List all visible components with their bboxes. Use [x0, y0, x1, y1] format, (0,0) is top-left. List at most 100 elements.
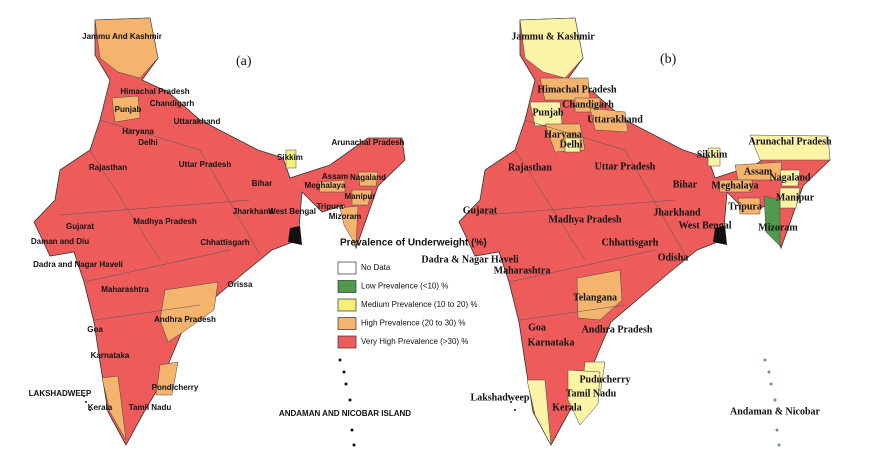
state-label: Gujarat: [463, 205, 498, 216]
state-label: Jammu & Kashmir: [511, 31, 595, 42]
state-label: Jharkhand: [653, 207, 701, 218]
state-label: Bihar: [673, 179, 698, 190]
state-label: Pondicherry: [152, 383, 199, 392]
state-label: Daman and Diu: [31, 237, 89, 246]
island: [342, 370, 346, 374]
state-label: Dadra and Nagar Haveli: [33, 260, 123, 269]
state-label: Karnataka: [91, 351, 130, 360]
state-label: Uttarakhand: [174, 117, 221, 126]
state-border: [508, 249, 656, 283]
state-label: Odisha: [658, 252, 689, 263]
state-label: Manipur: [344, 192, 375, 201]
island: [83, 395, 85, 397]
state-label: Meghalaya: [305, 181, 346, 190]
state-label: Lakshadweep: [471, 392, 530, 403]
state-region: [111, 95, 141, 123]
island: [777, 443, 781, 447]
island: [769, 382, 773, 386]
state-label: Haryana: [122, 127, 154, 136]
state-region: [737, 197, 761, 215]
state-label: Delhi: [138, 138, 158, 147]
state-label: Uttarakhand: [587, 114, 643, 125]
island: [767, 370, 771, 374]
legend-label: High Prevalence (20 to 30) %: [361, 319, 466, 328]
state-label: Punjab: [532, 107, 564, 118]
legend-label: Very High Prevalence (>30) %: [361, 337, 468, 346]
state-label: Chhattisgarh: [602, 237, 659, 248]
india-outline: [33, 17, 406, 446]
legend-swatch: [337, 298, 357, 312]
state-label: Madhya Pradesh: [133, 217, 197, 226]
state-label: Chhattisgarh: [200, 238, 249, 247]
island: [352, 443, 356, 447]
state-label: Chandigarh: [150, 99, 195, 108]
state-region: [576, 269, 623, 321]
state-label: Dadra & Nagar Haveli: [421, 254, 519, 265]
state-label: Andaman & Nicobar: [730, 406, 821, 417]
island: [350, 428, 354, 432]
state-label: West Bengal: [678, 220, 731, 231]
state-region: [763, 195, 781, 247]
legend-label: No Data: [361, 263, 391, 272]
legend-swatch: [337, 280, 357, 293]
state-region: [717, 179, 753, 193]
state-border: [94, 304, 201, 321]
state-label: Puducherry: [579, 374, 630, 385]
state-border: [83, 249, 231, 283]
legend-swatch: [337, 335, 357, 349]
state-label: Kerala: [552, 402, 581, 413]
state-label: Andhra Pradesh: [582, 324, 653, 335]
state-border: [624, 149, 686, 256]
state-label: Assam: [322, 172, 348, 181]
state-label: ANDAMAN AND NICOBAR ISLAND: [279, 409, 411, 418]
state-label: Bihar: [252, 179, 272, 188]
state-border: [519, 304, 626, 321]
state-label: Chandigarh: [562, 99, 614, 110]
state-border: [199, 149, 261, 256]
legend-swatch: [337, 261, 357, 275]
island: [85, 401, 87, 403]
state-region: [285, 149, 297, 169]
state-label: Arunachal Pradesh: [748, 136, 832, 147]
state-label: Nagaland: [769, 172, 811, 183]
state-label: Nagaland: [350, 173, 386, 182]
panel-label: (b): [660, 52, 677, 67]
state-label: Kerala: [88, 403, 113, 412]
state-border: [89, 149, 161, 261]
state-label: West Bengal: [268, 207, 316, 216]
state-region: [351, 189, 373, 206]
state-region: [749, 134, 831, 161]
state-label: Sikkim: [697, 149, 728, 160]
state-region: [564, 137, 581, 153]
state-label: Assam: [744, 166, 773, 177]
state-label: Meghalaya: [711, 180, 758, 191]
state-label: Telangana: [573, 292, 617, 303]
state-label: Mizoram: [758, 222, 798, 233]
state-label: Uttar Pradesh: [179, 160, 232, 169]
panel-label: (a): [236, 54, 252, 69]
state-label: Maharashtra: [101, 285, 149, 294]
state-label: Tripura: [316, 202, 344, 211]
state-border: [99, 119, 201, 151]
india-map: (a) Jammu And Kashmir Himachal Pradesh Punj…: [29, 17, 411, 447]
state-label: Jharkhand: [233, 207, 274, 216]
state-border: [524, 119, 626, 151]
delta: [713, 226, 727, 245]
state-label: Uttar Pradesh: [595, 161, 656, 172]
state-region: [357, 171, 379, 187]
state-label: Haryana: [544, 129, 582, 140]
legend-label: Low Prevalence (<10) %: [361, 282, 448, 291]
state-label: Tamil Nadu: [566, 388, 617, 399]
state-label: Goa: [528, 322, 546, 333]
state-label: Delhi: [560, 139, 583, 150]
state-label: Tripura: [728, 201, 762, 212]
island: [344, 382, 348, 386]
state-region: [339, 205, 359, 247]
state-label: Rajasthan: [508, 162, 552, 173]
state-region: [317, 179, 346, 193]
state-label: Tamil Nadu: [129, 403, 172, 412]
island: [338, 358, 342, 362]
legend-title: Prevalence of Underweight (%): [340, 238, 487, 249]
state-label: Madhya Pradesh: [548, 214, 622, 225]
state-region: [101, 375, 127, 441]
